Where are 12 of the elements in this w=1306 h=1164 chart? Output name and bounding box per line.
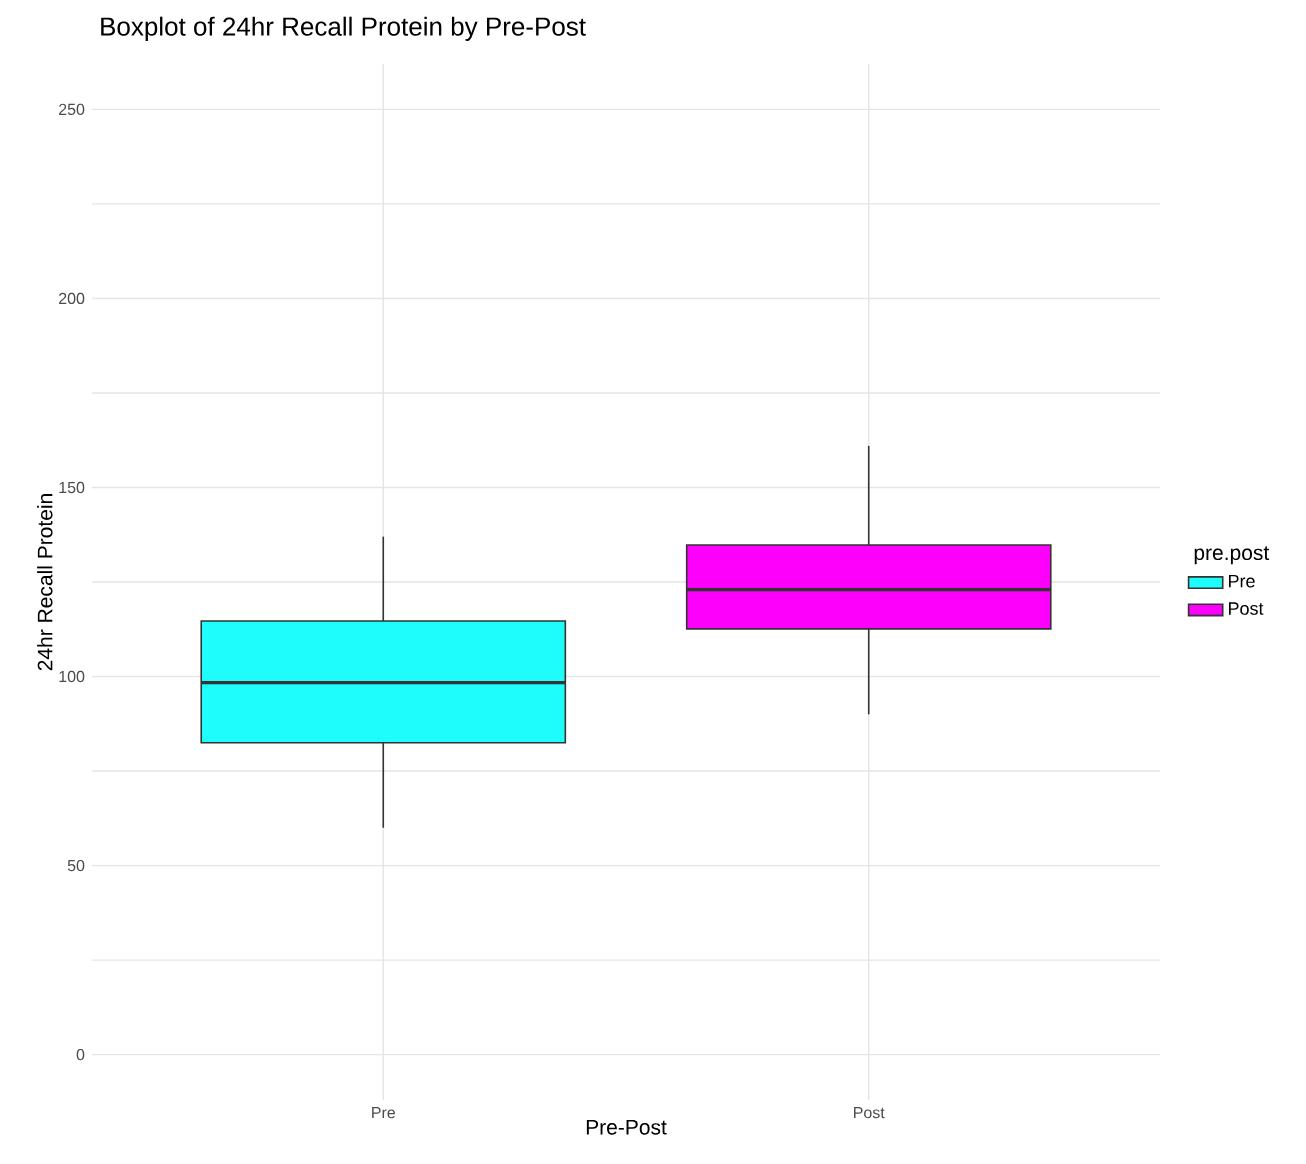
y-tick-label: 100 <box>59 670 85 683</box>
legend-title: pre.post <box>1194 546 1270 565</box>
legend-label: Post <box>1228 602 1264 615</box>
chart-title: Boxplot of 24hr Recall Protein by Pre-Post <box>101 16 586 41</box>
y-tick-label: 250 <box>59 103 85 116</box>
y-axis-title: 24hr Recall Protein <box>37 494 53 671</box>
y-tick-label: 0 <box>76 1048 85 1061</box>
y-tick-label: 150 <box>59 481 85 494</box>
y-tick-label: 50 <box>67 859 85 872</box>
legend-label: Pre <box>1228 574 1255 588</box>
x-axis-title: Pre-Post <box>586 1119 667 1135</box>
y-tick-label: 200 <box>59 292 85 305</box>
